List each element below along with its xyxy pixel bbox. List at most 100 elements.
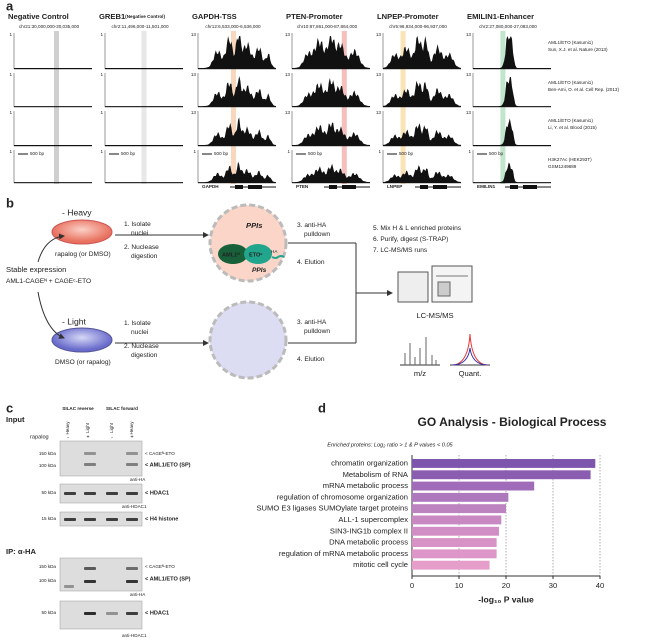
signal-track <box>383 165 461 183</box>
lane-label: Heavy <box>129 421 134 435</box>
scale-label: 13 <box>191 110 197 115</box>
arrow <box>37 233 65 263</box>
blot-band <box>126 463 138 466</box>
highlight <box>341 31 347 184</box>
blot-band <box>64 585 74 588</box>
y-tick-label: chromatin organization <box>331 458 408 467</box>
blot <box>59 483 143 504</box>
coordinates: chr2:27,080,000-27,083,000 <box>479 24 537 29</box>
step-text: 6. Purify, digest (S-TRAP) <box>373 236 448 243</box>
scale-label: 1 <box>100 149 103 154</box>
column-title: EMILIN1-Enhancer <box>467 12 534 21</box>
kda-marker: 50 kDa <box>41 610 56 615</box>
gene-name: EMILIN1 <box>477 184 496 189</box>
gene-name: GAPDH <box>202 184 219 189</box>
nucleus-light <box>208 300 288 380</box>
column-title: LNPEP-Promoter <box>377 12 439 21</box>
blot-band <box>126 518 138 521</box>
column-title: GREB1(Negative Control) <box>99 12 165 21</box>
gene-exon <box>510 185 518 189</box>
coordinates: chr5:96,934,000-96,937,000 <box>389 24 447 29</box>
blot <box>59 440 143 477</box>
protein-label: AML1ᴺ <box>222 251 240 258</box>
signal-track <box>14 145 92 146</box>
rapalog-label: rapalog <box>30 434 49 440</box>
gene-exon <box>342 185 356 189</box>
gene-exon <box>420 185 428 189</box>
kda-marker: 50 kDa <box>41 490 56 495</box>
antibody-label: anti-HA <box>130 477 146 482</box>
panel-label: d <box>318 400 326 415</box>
blot <box>59 557 143 592</box>
scale-bar-label: 500 bp <box>308 151 322 156</box>
bar <box>412 538 497 547</box>
scale-label: 1 <box>193 149 196 154</box>
chart-title: GO Analysis - Biological Process <box>418 415 607 429</box>
bar <box>412 504 506 514</box>
treatment-label: - <box>111 434 113 440</box>
column-title: GAPDH-TSS <box>192 12 237 21</box>
column-title: PTEN-Promoter <box>286 12 343 21</box>
kda-marker: 150 kDa <box>39 564 57 569</box>
signal-track <box>105 68 183 69</box>
scale-label: 13 <box>191 72 197 77</box>
track-label: Sun, X.J. et al. Nature (2013) <box>548 47 608 52</box>
band-label: < CAGEᴺ-ETO <box>145 451 175 456</box>
bar <box>412 459 596 468</box>
panel-label: c <box>6 400 13 415</box>
x-tick-label: 0 <box>410 581 414 590</box>
ms-detail <box>437 281 451 297</box>
scale-label: 13 <box>466 72 472 77</box>
blot-band <box>106 518 118 521</box>
gene-exon <box>235 185 243 189</box>
blot-band <box>64 492 76 495</box>
ppi-label: PPIs <box>246 221 262 230</box>
signal-track <box>383 36 461 69</box>
lane-label: Light <box>85 422 90 433</box>
condition-treatment: rapalog (or DMSO) <box>55 251 111 258</box>
scale-label: 13 <box>285 72 291 77</box>
gene-exon <box>248 185 262 189</box>
y-tick-label: Metabolism of RNA <box>343 470 409 479</box>
track-label: Ben-Ami, O. et al. Cell Rep. (2013) <box>548 87 619 92</box>
antibody-label: anti-HA <box>130 592 146 597</box>
track-label: AML1/ETO (Kasumi1) <box>548 40 593 45</box>
section-label: Input <box>6 415 25 424</box>
ppi-label: PPIs <box>252 267 267 274</box>
condition-treatment: DMSO (or rapalog) <box>55 359 111 366</box>
step-text: 1. Isolate <box>124 320 151 327</box>
bar <box>412 470 591 480</box>
step-text: 4. Elution <box>297 356 325 363</box>
scale-label: 1 <box>378 149 381 154</box>
scale-label: 1 <box>9 110 12 115</box>
panel-b: - Heavy rapalog (or DMSO) - Light DMSO (or … <box>6 203 490 380</box>
arrow <box>37 291 65 339</box>
treatment-label: - <box>67 434 69 440</box>
panel-c: Input IP: α-HA SILAC reverse SILAC forward H… <box>6 406 191 638</box>
kda-marker: 100 kDa <box>39 463 57 468</box>
track-label: AML1/ETO (Kasumi1) <box>548 80 593 85</box>
highlight <box>141 31 147 184</box>
scale-label: 1 <box>287 149 290 154</box>
x-tick-label: 40 <box>596 581 604 590</box>
blot-band <box>84 492 96 495</box>
scale-bar-label: 500 bp <box>489 151 503 156</box>
column-subtitle: (Negative Control) <box>125 14 165 19</box>
panel-a: Negative Control chr21:30,000,000-30,035,… <box>8 12 619 189</box>
coordinates: chr2:11,496,000-11,501,000 <box>111 24 168 29</box>
kda-marker: 15 kDa <box>41 516 56 521</box>
y-tick-label: regulation of chromosome organization <box>277 492 408 501</box>
step-text: 7. LC-MS/MS runs <box>373 247 428 254</box>
gene-exon <box>329 185 337 189</box>
signal-track <box>198 76 276 107</box>
signal-track <box>292 163 370 183</box>
scale-label: 13 <box>376 72 382 77</box>
scale-label: 13 <box>285 110 291 115</box>
group-label: SILAC forward <box>106 406 138 411</box>
highlight <box>500 31 506 184</box>
eto-protein <box>244 244 272 264</box>
signal-track <box>105 106 183 107</box>
scale-label: 1 <box>9 72 12 77</box>
panel-label: b <box>6 195 14 210</box>
treatment-label: + <box>130 434 133 440</box>
